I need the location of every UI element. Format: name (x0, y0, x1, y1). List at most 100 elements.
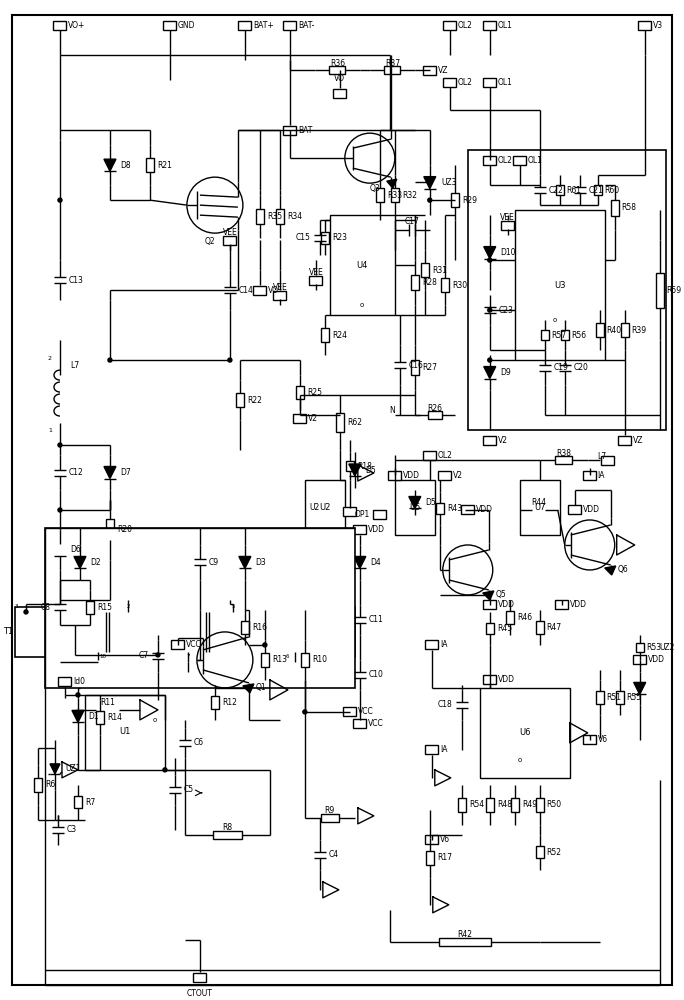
Circle shape (58, 508, 62, 512)
Bar (596, 691, 604, 704)
Circle shape (96, 650, 100, 654)
Text: C12: C12 (69, 468, 83, 477)
Text: R36: R36 (330, 59, 345, 68)
Bar (373, 510, 386, 519)
Bar (330, 215, 395, 315)
Text: D2: D2 (90, 558, 101, 567)
Polygon shape (354, 556, 366, 568)
Text: o: o (360, 302, 364, 308)
Text: R8: R8 (222, 823, 233, 832)
Text: 7: 7 (186, 654, 189, 659)
Bar (163, 21, 176, 30)
Bar (451, 193, 459, 207)
Text: R35: R35 (267, 212, 282, 221)
Polygon shape (74, 556, 86, 568)
Circle shape (428, 198, 432, 202)
Text: R52: R52 (547, 848, 562, 857)
Bar (305, 480, 345, 535)
Text: U5: U5 (409, 503, 421, 512)
Text: VO: VO (334, 74, 345, 83)
Bar (85, 695, 165, 770)
Text: Q6: Q6 (618, 565, 629, 574)
Bar (620, 323, 629, 337)
Bar (261, 653, 269, 667)
Text: R39: R39 (632, 326, 647, 335)
Text: R20: R20 (117, 525, 132, 534)
Text: R10: R10 (312, 655, 327, 664)
Text: IA: IA (440, 640, 447, 649)
Text: 6: 6 (286, 654, 289, 659)
Text: OL1: OL1 (498, 21, 512, 30)
Text: C3: C3 (67, 825, 77, 834)
Polygon shape (409, 497, 421, 508)
Bar (425, 835, 438, 844)
Polygon shape (387, 179, 397, 188)
Text: R55: R55 (627, 693, 642, 702)
Text: R59: R59 (667, 286, 682, 295)
Bar (536, 798, 544, 812)
Text: OL1: OL1 (498, 78, 512, 87)
Bar (656, 273, 663, 308)
Bar (425, 640, 438, 649)
Circle shape (156, 653, 160, 657)
Circle shape (58, 198, 62, 202)
Bar (501, 221, 514, 230)
Bar (253, 286, 266, 295)
Polygon shape (50, 764, 60, 774)
Text: R53: R53 (646, 643, 662, 652)
Text: V2: V2 (308, 414, 318, 423)
Text: VO+: VO+ (68, 21, 86, 30)
Bar (505, 611, 514, 624)
Bar (96, 706, 119, 714)
Text: VDD: VDD (476, 505, 492, 514)
Bar (486, 623, 494, 634)
Bar (96, 711, 104, 724)
Text: C4: C4 (329, 850, 339, 859)
Bar (411, 360, 419, 375)
Text: R57: R57 (552, 331, 567, 340)
Bar (411, 275, 419, 290)
Polygon shape (72, 710, 84, 722)
Text: R54: R54 (469, 800, 484, 809)
Text: D10: D10 (500, 248, 515, 257)
Text: VCC: VCC (186, 640, 202, 649)
Text: VDD: VDD (583, 505, 600, 514)
Text: IA: IA (440, 745, 447, 754)
Text: V3: V3 (653, 21, 663, 30)
Bar (423, 66, 436, 75)
Bar (343, 507, 356, 516)
Bar (555, 600, 568, 609)
Bar (296, 386, 304, 399)
Bar (330, 66, 345, 74)
Bar (541, 330, 549, 340)
Text: BAT-: BAT- (298, 21, 314, 30)
Text: 3: 3 (14, 604, 18, 609)
Text: UZ1: UZ1 (65, 764, 80, 773)
Text: U7: U7 (534, 503, 546, 512)
Text: UZ2: UZ2 (659, 643, 675, 652)
Text: VZ: VZ (438, 66, 448, 75)
Circle shape (58, 443, 62, 447)
Bar (421, 263, 429, 277)
Bar (423, 451, 436, 460)
Text: C19: C19 (554, 363, 568, 372)
Text: D9: D9 (500, 368, 510, 377)
Text: R50: R50 (547, 800, 562, 809)
Text: OL2: OL2 (458, 21, 473, 30)
Text: R12: R12 (222, 698, 237, 707)
Text: R45: R45 (497, 624, 512, 633)
Text: C14: C14 (239, 286, 254, 295)
Text: R9: R9 (325, 806, 335, 815)
Bar (354, 719, 367, 728)
Text: U4: U4 (356, 261, 367, 270)
Bar (283, 21, 296, 30)
Text: OL2: OL2 (498, 156, 512, 165)
Text: VDD: VDD (648, 655, 665, 664)
Bar (389, 471, 402, 480)
Bar (601, 456, 614, 465)
Text: R33: R33 (387, 191, 402, 200)
Bar (484, 78, 497, 87)
Polygon shape (349, 464, 361, 476)
Text: VDD: VDD (570, 600, 587, 609)
Text: UZ3: UZ3 (442, 178, 458, 187)
